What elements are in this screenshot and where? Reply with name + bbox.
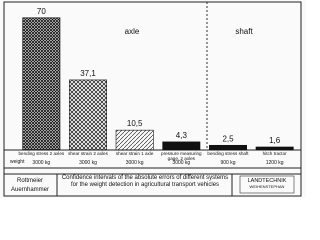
logo: LANDTECHNIK bbox=[248, 178, 287, 184]
bar bbox=[209, 144, 247, 151]
page: axle shaft weight Rottmeier Auernhammer … bbox=[3, 1, 302, 197]
value-label: 4,3 bbox=[176, 131, 188, 140]
chart-title: Confidence intervals of the absolute err… bbox=[61, 175, 229, 188]
chart: axle shaft weight Rottmeier Auernhammer … bbox=[3, 1, 302, 197]
bar bbox=[69, 79, 107, 151]
x-tick-label: pressure measuring gage, 2 axles bbox=[161, 151, 202, 161]
x-tick-label: shear strain 2 axles bbox=[68, 151, 108, 156]
value-label: 2,5 bbox=[222, 134, 234, 143]
weight-label: 3000 kg bbox=[32, 160, 51, 166]
weight-label: 1200 kg bbox=[265, 160, 284, 166]
frame bbox=[3, 1, 302, 197]
bar bbox=[162, 141, 201, 151]
annotation: axle bbox=[125, 27, 140, 36]
author: Rottmeier bbox=[17, 178, 43, 184]
x-tick-label: shear strain 1 axle bbox=[115, 151, 154, 156]
weight-label: 3000 kg bbox=[79, 160, 97, 166]
x-tick-label: hitch tractor bbox=[262, 151, 287, 156]
value-label: 1,6 bbox=[269, 136, 281, 145]
logo: WEIHENSTEPHAN bbox=[250, 184, 285, 189]
bar bbox=[22, 17, 61, 151]
value-label: 10,5 bbox=[127, 119, 143, 128]
row-label: weight bbox=[10, 159, 25, 165]
value-label: 70 bbox=[37, 7, 46, 16]
logo-box bbox=[239, 175, 295, 194]
annotation: shaft bbox=[235, 27, 253, 36]
author: Auernhammer bbox=[11, 187, 49, 193]
bar bbox=[255, 146, 294, 151]
value-label: 37,1 bbox=[80, 69, 96, 78]
weight-label: 900 kg bbox=[220, 160, 236, 166]
x-tick-label: bending stress shaft bbox=[207, 151, 249, 156]
weight-label: 3000 kg bbox=[172, 160, 191, 166]
x-tick-label: bending stress 2 axles bbox=[18, 151, 65, 156]
bar bbox=[115, 129, 154, 151]
weight-label: 3000 kg bbox=[125, 160, 144, 166]
